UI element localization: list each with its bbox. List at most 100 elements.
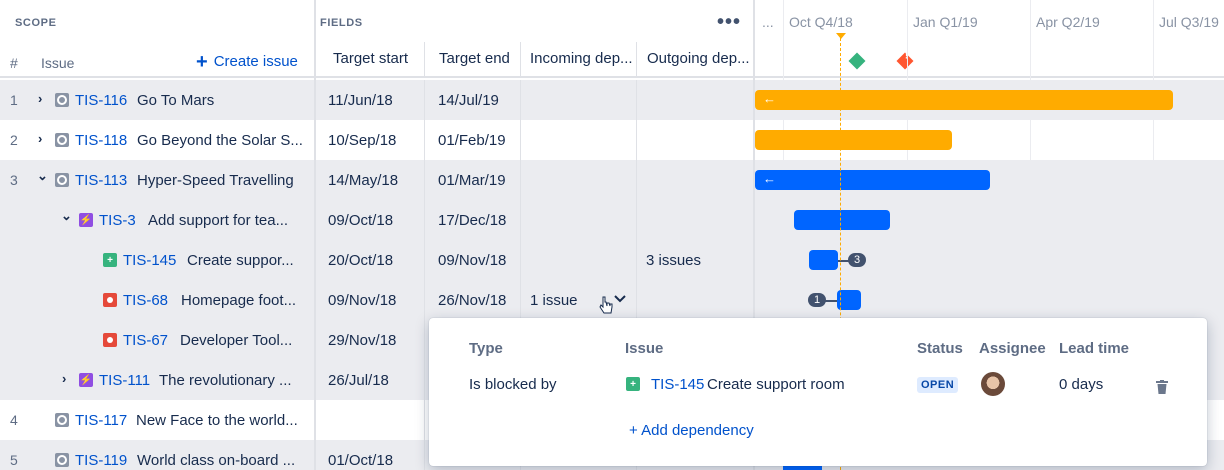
issue-key[interactable]: TIS-68 bbox=[123, 292, 169, 309]
popup-header-status: Status bbox=[917, 340, 963, 357]
issue-summary: Developer Tool... bbox=[180, 332, 293, 349]
target-start[interactable]: 01/Oct/18 bbox=[328, 452, 394, 469]
column-divider bbox=[520, 42, 521, 78]
chevron-right-icon[interactable]: › bbox=[62, 371, 67, 386]
create-issue-button[interactable]: + Create issue bbox=[196, 52, 298, 72]
timeline-bar[interactable] bbox=[755, 130, 952, 150]
dependency-popup: Type Issue Status Assignee Lead time Is … bbox=[429, 318, 1207, 466]
table-row[interactable]: + TIS-145 Create suppor... 20/Oct/18 09/… bbox=[0, 240, 1224, 280]
target-start[interactable]: 09/Oct/18 bbox=[328, 212, 394, 229]
story-type-icon bbox=[55, 173, 69, 187]
target-end[interactable]: 26/Nov/18 bbox=[438, 292, 507, 309]
bug-type-icon bbox=[103, 293, 117, 307]
incoming-dependencies[interactable]: 1 issue bbox=[530, 292, 578, 309]
issue-key[interactable]: TIS-67 bbox=[123, 332, 169, 349]
popup-header-lead-time: Lead time bbox=[1059, 340, 1130, 357]
table-row[interactable]: TIS-68 Homepage foot... 09/Nov/18 26/Nov… bbox=[0, 280, 1224, 320]
table-row[interactable]: 4 TIS-117 New Face to the world... bbox=[0, 400, 1224, 440]
dependency-count-badge[interactable]: 3 bbox=[848, 253, 866, 267]
today-marker bbox=[836, 33, 846, 39]
column-divider bbox=[424, 80, 425, 470]
dependency-type: Is blocked by bbox=[469, 376, 557, 393]
table-row[interactable]: 3 ⌄ TIS-113 Hyper-Speed Travelling 14/Ma… bbox=[0, 160, 1224, 200]
scope-fields-divider[interactable] bbox=[314, 0, 316, 470]
issue-key[interactable]: TIS-116 bbox=[75, 92, 128, 109]
today-line bbox=[840, 38, 841, 470]
target-start[interactable]: 20/Oct/18 bbox=[328, 252, 394, 269]
issue-key[interactable]: TIS-113 bbox=[75, 172, 128, 189]
timeline-label-q2-19: Apr Q2/19 bbox=[1036, 14, 1100, 30]
target-end[interactable]: 09/Nov/18 bbox=[438, 252, 507, 269]
timeline-bar[interactable] bbox=[837, 290, 861, 310]
epic-type-icon: ⚡ bbox=[79, 373, 93, 387]
chevron-down-icon[interactable]: ⌄ bbox=[37, 168, 48, 183]
issue-key[interactable]: TIS-111 bbox=[99, 372, 151, 389]
milestone-diamond-green[interactable] bbox=[848, 52, 866, 70]
timeline-label-q1-19: Jan Q1/19 bbox=[913, 14, 978, 30]
story-type-icon bbox=[55, 413, 69, 427]
issue-summary: Go Beyond the Solar S... bbox=[137, 132, 303, 149]
issue-key[interactable]: TIS-3 bbox=[99, 212, 136, 229]
field-header-outgoing-dependencies[interactable]: Outgoing dep... bbox=[647, 50, 750, 67]
field-header-incoming-dependencies[interactable]: Incoming dep... bbox=[530, 50, 633, 67]
hand-cursor-icon bbox=[599, 296, 613, 314]
issue-key[interactable]: TIS-118 bbox=[75, 132, 128, 149]
issue-key[interactable]: TIS-145 bbox=[123, 252, 177, 269]
dependency-issue-key[interactable]: TIS-145 bbox=[651, 376, 705, 393]
add-dependency-button[interactable]: + Add dependency bbox=[629, 422, 754, 439]
issue-summary: Go To Mars bbox=[137, 92, 215, 109]
improvement-type-icon: + bbox=[626, 377, 640, 391]
field-header-target-start[interactable]: Target start bbox=[333, 50, 409, 67]
arrow-left-icon: ← bbox=[763, 171, 776, 186]
trash-icon[interactable] bbox=[1156, 380, 1168, 394]
target-end[interactable]: 17/Dec/18 bbox=[438, 212, 507, 229]
issue-key[interactable]: TIS-119 bbox=[75, 452, 128, 469]
row-number: 2 bbox=[10, 132, 18, 148]
epic-type-icon: ⚡ bbox=[79, 213, 93, 227]
table-row[interactable]: ⌄ ⚡ TIS-3 Add support for tea... 09/Oct/… bbox=[0, 200, 1224, 240]
create-issue-label: Create issue bbox=[213, 53, 298, 70]
table-row[interactable]: 2 › TIS-118 Go Beyond the Solar S... 10/… bbox=[0, 120, 1224, 160]
fields-timeline-divider[interactable] bbox=[753, 0, 755, 470]
target-start[interactable]: 11/Jun/18 bbox=[328, 92, 393, 109]
status-badge: OPEN bbox=[917, 377, 959, 393]
target-start[interactable]: 29/Nov/18 bbox=[328, 332, 397, 349]
more-icon[interactable]: ••• bbox=[716, 11, 741, 33]
table-row[interactable]: 1 › TIS-116 Go To Mars 11/Jun/18 14/Jul/… bbox=[0, 80, 1224, 120]
avatar[interactable] bbox=[981, 372, 1005, 396]
dependency-issue-summary: Create support room bbox=[707, 376, 845, 393]
target-start[interactable]: 26/Jul/18 bbox=[328, 372, 389, 389]
row-number: 3 bbox=[10, 172, 18, 188]
outgoing-dependencies[interactable]: 3 issues bbox=[646, 252, 702, 269]
chevron-right-icon[interactable]: › bbox=[38, 91, 43, 106]
target-start[interactable]: 14/May/18 bbox=[328, 172, 399, 189]
target-start[interactable]: 10/Sep/18 bbox=[328, 132, 397, 149]
timeline-bar[interactable] bbox=[809, 250, 838, 270]
column-divider bbox=[636, 42, 637, 78]
chevron-down-icon[interactable] bbox=[614, 294, 626, 304]
chevron-right-icon[interactable]: › bbox=[38, 131, 43, 146]
target-end[interactable]: 01/Mar/19 bbox=[438, 172, 506, 189]
issue-key[interactable]: TIS-117 bbox=[75, 412, 128, 429]
timeline-label-previous: ... bbox=[762, 14, 774, 30]
dependency-line bbox=[838, 260, 850, 262]
dependency-count-badge[interactable]: 1 bbox=[808, 293, 826, 307]
target-end[interactable]: 01/Feb/19 bbox=[438, 132, 506, 149]
timeline-bar[interactable] bbox=[794, 210, 890, 230]
column-divider bbox=[520, 80, 521, 470]
issue-summary: New Face to the world... bbox=[136, 412, 298, 429]
target-start[interactable]: 09/Nov/18 bbox=[328, 292, 397, 309]
target-end[interactable]: 14/Jul/19 bbox=[438, 92, 499, 109]
popup-header-type: Type bbox=[469, 340, 503, 357]
timeline-bar[interactable]: ← bbox=[755, 90, 1173, 110]
milestone-diamond-red[interactable]: ! bbox=[896, 51, 914, 70]
field-header-target-end[interactable]: Target end bbox=[439, 50, 510, 67]
chevron-down-icon[interactable]: ⌄ bbox=[61, 208, 72, 223]
timeline-bar[interactable] bbox=[783, 462, 822, 470]
story-type-icon bbox=[55, 93, 69, 107]
timeline-label-q4-18: Oct Q4/18 bbox=[789, 14, 853, 30]
issue-summary: World class on-board ... bbox=[137, 452, 296, 469]
story-type-icon bbox=[55, 133, 69, 147]
row-number: 1 bbox=[10, 92, 18, 108]
timeline-bar[interactable]: ← bbox=[755, 170, 990, 190]
